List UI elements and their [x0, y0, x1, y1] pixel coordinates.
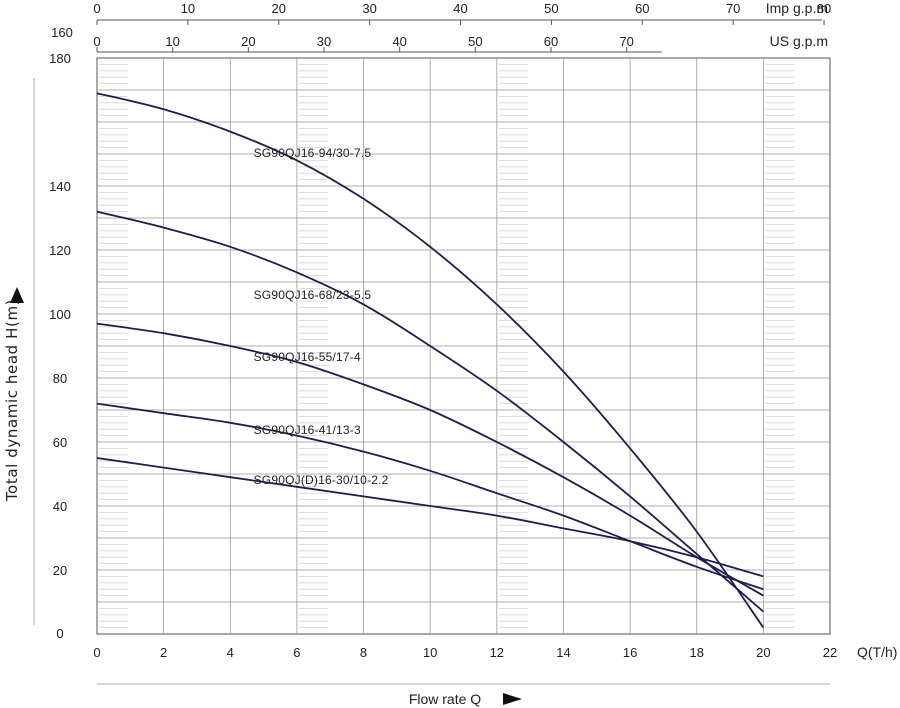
y-axis-label: Total dynamic head H(m) — [3, 299, 21, 502]
x-axis-label: Flow rate Q — [409, 691, 481, 707]
us-gpm-tick-label: 60 — [544, 34, 558, 49]
x-tick-label: 6 — [293, 645, 300, 660]
imp-gpm-tick-label: 30 — [362, 1, 376, 16]
curve-0 — [96, 92, 765, 629]
us-gpm-tick-label: 0 — [93, 34, 100, 49]
imp-gpm-tick-label: 80 — [817, 1, 831, 16]
curve-label: SG90QJ(D)16-30/10-2.2 — [254, 473, 389, 487]
y-tick-label: 120 — [49, 243, 71, 258]
curve-label: SG90QJ16-94/30-7.5 — [254, 146, 372, 160]
imp-gpm-tick-label: 70 — [726, 1, 740, 16]
y-tick-label: 100 — [49, 307, 71, 322]
imp-gpm-tick-label: 20 — [272, 1, 286, 16]
curve-1 — [96, 210, 764, 613]
x-tick-label: 12 — [490, 645, 504, 660]
us-gpm-tick-label: 40 — [392, 34, 406, 49]
y-tick-label: 60 — [53, 435, 67, 450]
y-extra-tick-label: 160 — [51, 25, 73, 40]
y-tick-label: 140 — [49, 179, 71, 194]
x-tick-label: 20 — [756, 645, 770, 660]
imp-gpm-tick-label: 10 — [181, 1, 195, 16]
x-tick-label: 22 — [823, 645, 837, 660]
us-gpm-tick-label: 30 — [317, 34, 331, 49]
curve-label: SG90QJ16-41/13-3 — [254, 423, 361, 437]
y-tick-label: 80 — [53, 371, 67, 386]
curve-3 — [96, 402, 764, 591]
y-axis-arrow-icon — [10, 287, 24, 303]
x-tick-label: 16 — [623, 645, 637, 660]
x-unit-label: Q(T/h) — [857, 644, 897, 660]
x-axis-arrow-icon — [503, 693, 522, 705]
curve-label: SG90QJ16-55/17-4 — [254, 350, 361, 364]
y-tick-label: 40 — [53, 499, 67, 514]
imp-gpm-tick-label: 0 — [93, 1, 100, 16]
y-tick-label: 180 — [49, 51, 71, 66]
imp-gpm-tick-label: 60 — [635, 1, 649, 16]
curve-2 — [96, 322, 764, 597]
x-tick-label: 8 — [360, 645, 367, 660]
us-gpm-tick-label: 70 — [619, 34, 633, 49]
curve-4 — [96, 457, 764, 578]
us-gpm-unit-label: US g.p.m — [770, 33, 828, 49]
x-tick-label: 4 — [227, 645, 234, 660]
y-tick-label: 20 — [53, 563, 67, 578]
imp-gpm-tick-label: 40 — [453, 1, 467, 16]
x-tick-label: 10 — [423, 645, 437, 660]
us-gpm-tick-label: 50 — [468, 34, 482, 49]
imp-gpm-unit-label: Imp g.p.m — [766, 0, 828, 16]
y-tick-label: 0 — [56, 626, 63, 641]
x-tick-label: 18 — [689, 645, 703, 660]
imp-gpm-tick-label: 50 — [544, 1, 558, 16]
us-gpm-tick-label: 20 — [241, 34, 255, 49]
x-tick-label: 14 — [556, 645, 570, 660]
x-tick-label: 0 — [93, 645, 100, 660]
x-tick-label: 2 — [160, 645, 167, 660]
curve-label: SG90QJ16-68/23-5.5 — [254, 288, 372, 302]
us-gpm-tick-label: 10 — [165, 34, 179, 49]
